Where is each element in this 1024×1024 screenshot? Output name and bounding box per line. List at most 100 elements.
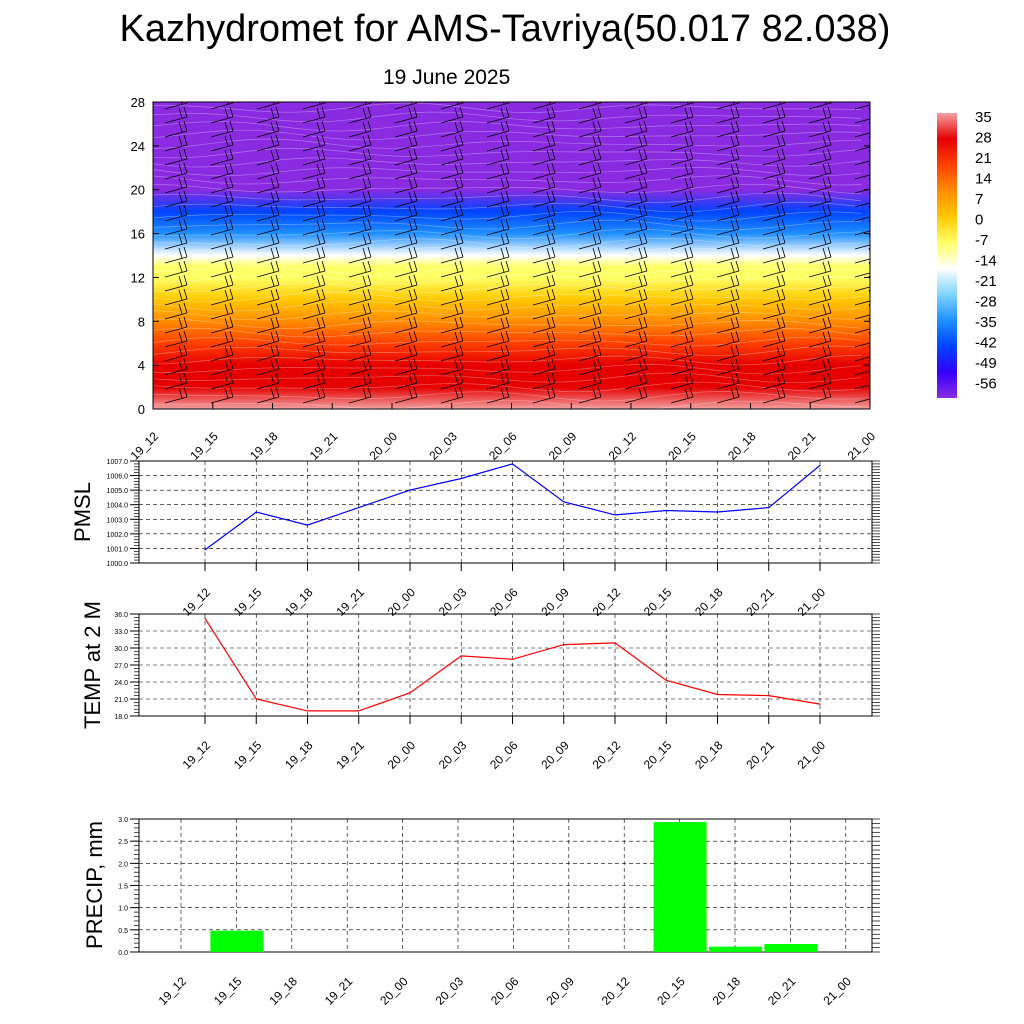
wind-barb <box>762 386 786 404</box>
wind-barb <box>394 274 418 292</box>
y-tick-label: 36.0 <box>114 612 128 619</box>
wind-barb <box>348 260 372 278</box>
wind-barb <box>348 274 372 292</box>
wind-barb <box>486 176 510 194</box>
x-tick-label: 20_06 <box>488 974 522 1008</box>
wind-barb <box>716 120 740 138</box>
wind-barb <box>440 316 464 334</box>
wind-barb <box>210 162 234 180</box>
wind-barb <box>164 204 188 222</box>
wind-barb <box>532 302 556 320</box>
wind-barb <box>394 344 418 362</box>
wind-barb <box>624 344 648 362</box>
wind-barb <box>670 134 694 152</box>
wind-barb <box>762 148 786 166</box>
wind-barb <box>486 302 510 320</box>
wind-barb <box>578 232 602 250</box>
wind-barb <box>532 358 556 376</box>
wind-barb <box>762 106 786 124</box>
wind-barb <box>716 316 740 334</box>
wind-barb <box>624 120 648 138</box>
wind-barb <box>394 386 418 404</box>
wind-barb <box>532 204 556 222</box>
wind-barb <box>624 330 648 348</box>
wind-barb <box>348 218 372 236</box>
y-axis-label: PMSL <box>70 482 95 542</box>
wind-barb <box>210 106 234 124</box>
wind-barb <box>670 260 694 278</box>
wind-barb <box>670 162 694 180</box>
wind-barb <box>716 274 740 292</box>
wind-barb <box>210 204 234 222</box>
y-tick-label: 24.0 <box>114 680 128 687</box>
wind-barb <box>394 176 418 194</box>
wind-barb <box>164 274 188 292</box>
y-tick-label: 1007.0 <box>107 459 129 466</box>
wind-barb <box>670 386 694 404</box>
y-tick-label: 0.5 <box>118 928 128 935</box>
wind-barb <box>256 358 280 376</box>
y-tick-label: 1.0 <box>118 906 128 913</box>
chart-date: 19 June 2025 <box>383 66 511 89</box>
wind-barb <box>532 134 556 152</box>
data-point <box>358 710 360 712</box>
wind-barb <box>624 274 648 292</box>
wind-barb <box>532 162 556 180</box>
wind-barb <box>440 260 464 278</box>
contour-line <box>153 372 862 383</box>
wind-barb <box>210 120 234 138</box>
wind-barb <box>716 260 740 278</box>
y-tick-label: 12 <box>131 270 145 285</box>
wind-barb <box>164 232 188 250</box>
data-point <box>204 549 206 551</box>
wind-barb <box>532 330 556 348</box>
wind-barb <box>624 134 648 152</box>
wind-barb <box>578 288 602 306</box>
wind-barb <box>762 316 786 334</box>
wind-barb <box>302 106 326 124</box>
wind-barb <box>256 134 280 152</box>
wind-barb <box>578 302 602 320</box>
chart-title: Kazhydromet for AMS-Tavriya(50.017 82.03… <box>119 8 891 50</box>
wind-barb <box>670 106 694 124</box>
wind-barb <box>256 204 280 222</box>
wind-barb <box>716 204 740 222</box>
wind-barb <box>670 288 694 306</box>
wind-barb <box>210 288 234 306</box>
wind-barb <box>762 218 786 236</box>
x-tick-label: 20_09 <box>543 974 577 1008</box>
data-point <box>563 501 565 503</box>
wind-barb <box>808 316 832 334</box>
wind-barb <box>578 344 602 362</box>
y-tick-label: 33.0 <box>114 629 128 636</box>
x-tick-label: 20_18 <box>692 738 726 772</box>
wind-barb <box>578 162 602 180</box>
x-tick-label: 20_15 <box>654 974 688 1008</box>
wind-barb <box>440 218 464 236</box>
wind-barb <box>486 246 510 264</box>
wind-barb <box>302 162 326 180</box>
wind-barb <box>440 358 464 376</box>
colorbar-label: -42 <box>975 335 997 352</box>
wind-barb <box>302 302 326 320</box>
wind-barb <box>578 190 602 208</box>
wind-barb <box>808 330 832 348</box>
wind-barb <box>670 302 694 320</box>
x-tick-label: 19_18 <box>282 738 316 772</box>
wind-barb <box>578 372 602 390</box>
wind-barb <box>210 176 234 194</box>
wind-barb <box>762 246 786 264</box>
wind-barb <box>210 330 234 348</box>
wind-barb <box>808 302 832 320</box>
wind-barb <box>808 274 832 292</box>
wind-barb <box>808 344 832 362</box>
colorbar-label: 28 <box>975 130 992 147</box>
wind-barb <box>164 148 188 166</box>
wind-barb <box>348 204 372 222</box>
wind-barb <box>164 344 188 362</box>
wind-barb <box>348 134 372 152</box>
wind-barb <box>670 190 694 208</box>
wind-barb <box>164 176 188 194</box>
x-tick-label: 20_00 <box>377 974 411 1008</box>
data-point <box>460 655 462 657</box>
